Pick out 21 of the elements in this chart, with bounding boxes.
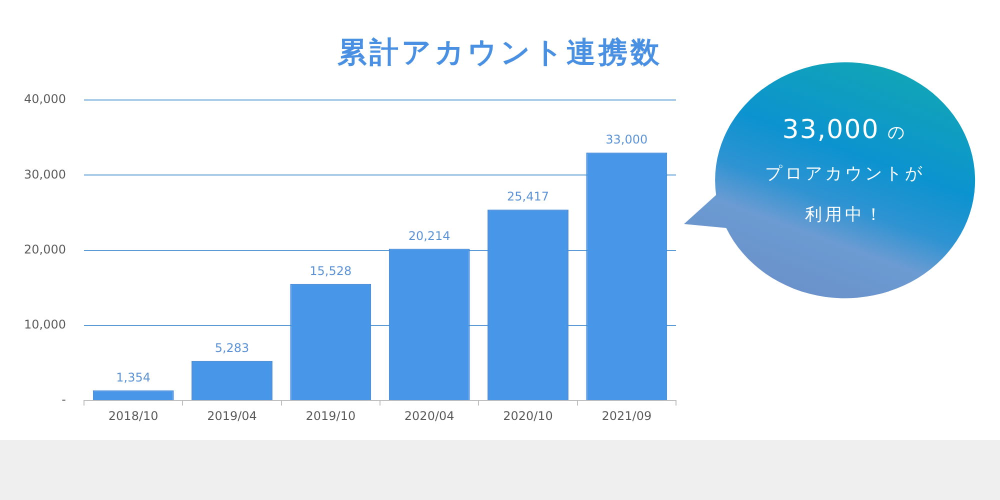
x-tick-label: 2020/10 [503,408,553,423]
data-label: 25,417 [507,190,549,204]
x-tick-label: 2019/04 [207,408,257,423]
y-tick-label: - [62,392,66,407]
y-tick-label: 10,000 [24,318,66,332]
chart-title: 累計アカウント連携数 [336,34,664,71]
x-tick-label: 2021/09 [602,408,652,423]
x-tick-label: 2020/04 [404,408,454,423]
data-label: 5,283 [214,341,250,356]
text: 利用中！ [804,204,886,227]
x-tick-label: 2018/10 [108,408,158,423]
data-label: 20,214 [408,228,450,243]
text: 33,000 の [781,114,909,147]
data-label: 33,000 [606,132,648,147]
data-label: 15,528 [310,264,352,278]
x-tick-label: 2019/10 [306,408,356,423]
y-tick-label: 40,000 [24,92,66,106]
text: プロアカウントが [764,163,926,186]
y-tick-label: 20,000 [24,242,66,256]
data-label: 1,354 [116,370,151,385]
y-tick-label: 30,000 [24,167,66,182]
